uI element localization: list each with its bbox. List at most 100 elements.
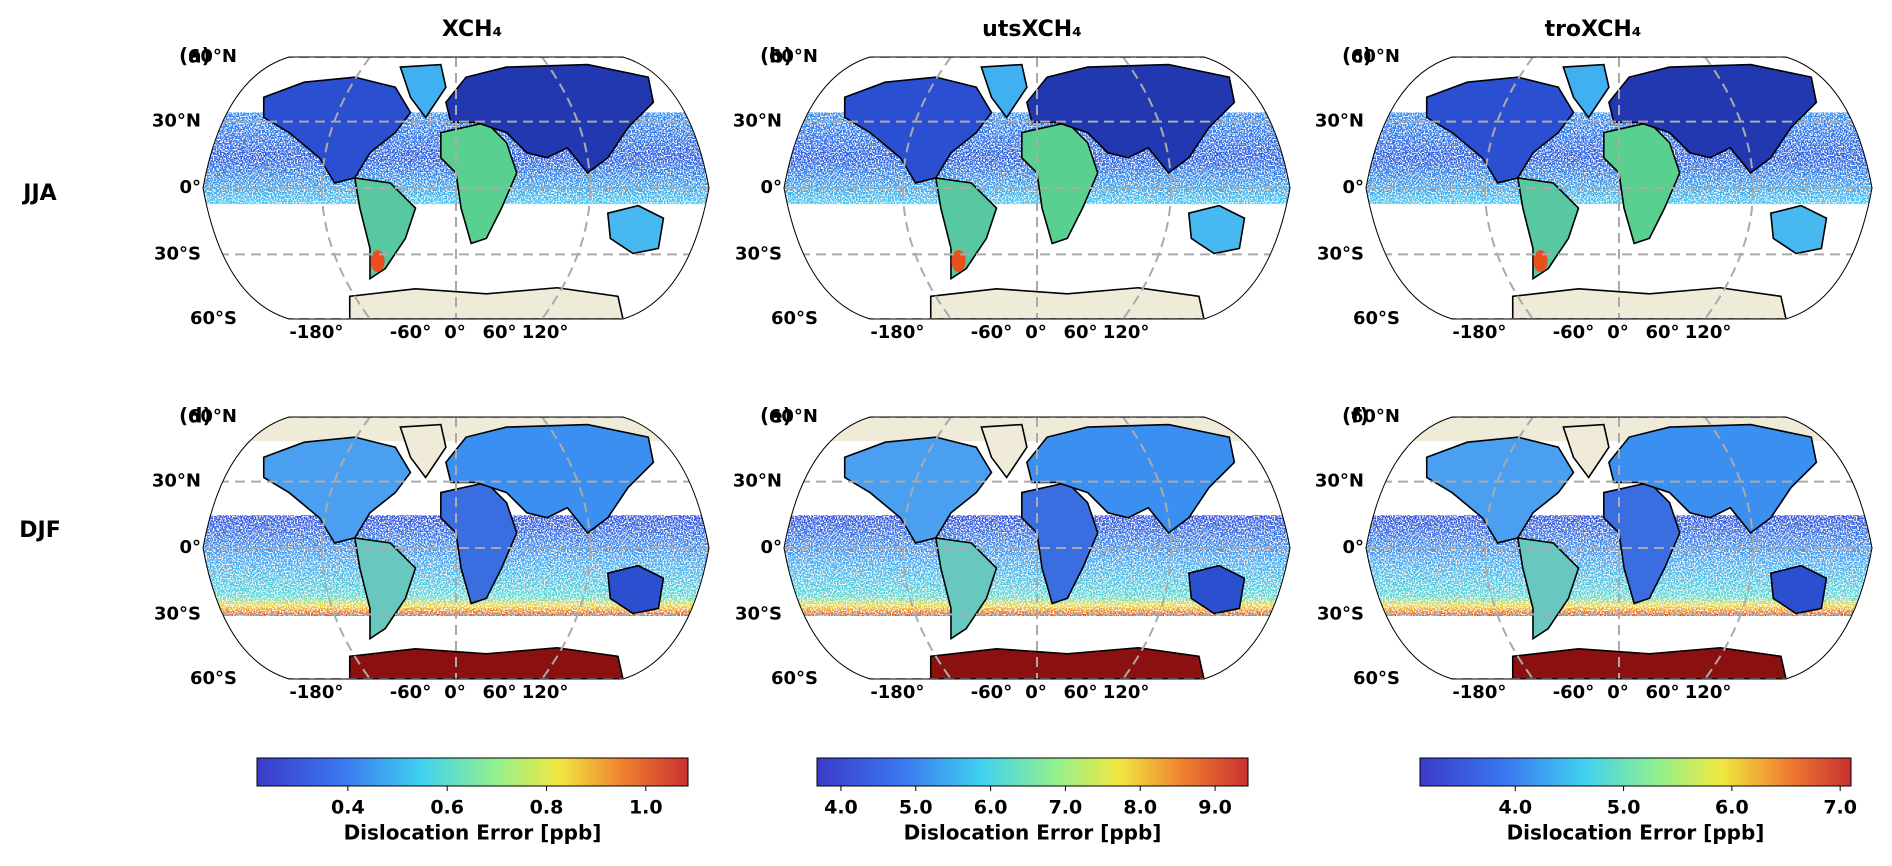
column-title: XCH₄ [442, 17, 502, 42]
lon-label: -60° [971, 322, 1013, 343]
land-an [931, 288, 1204, 320]
lat-label: 0° [1342, 537, 1364, 558]
map-content [784, 57, 1290, 320]
lon-grid-line [1705, 57, 1753, 319]
lat-label: 60°N [769, 406, 818, 427]
land-na [1427, 437, 1574, 543]
colorbar-tick-label: 0.8 [530, 797, 564, 819]
map-frame [784, 57, 1290, 319]
lon-label: -180° [289, 682, 343, 703]
column-title: troXCH₄ [1545, 17, 1642, 42]
lon-label: 120° [1685, 322, 1732, 343]
lat-label: 30°N [152, 111, 201, 132]
lat-label: 30°N [733, 111, 782, 132]
lat-label: 60°S [1353, 668, 1400, 689]
hotspot [370, 249, 385, 273]
colorbar-label: Dislocation Error [ppb] [344, 821, 602, 845]
lat-label: 30°S [735, 243, 782, 264]
land-au [608, 206, 664, 254]
lat-label: 30°S [154, 243, 201, 264]
land-an [1513, 648, 1786, 680]
land-an [350, 288, 623, 320]
lon-label: 60° [1645, 322, 1679, 343]
lon-label: 60° [1063, 322, 1097, 343]
colorbar [1419, 757, 1852, 787]
lon-label: 120° [522, 322, 569, 343]
lat-label: 0° [179, 537, 201, 558]
lon-label: -180° [870, 322, 924, 343]
land-an [931, 648, 1204, 680]
colorbar-tick-label: 6.0 [1715, 797, 1749, 819]
land-af [441, 483, 517, 604]
map-panel [203, 57, 709, 319]
colorbar-tick-label: 5.0 [1607, 797, 1641, 819]
lon-label: 0° [1025, 322, 1047, 343]
lon-label: -60° [1553, 682, 1595, 703]
land-na [264, 77, 411, 183]
lat-label: 0° [1342, 177, 1364, 198]
colorbar-tick-label: 9.0 [1198, 797, 1232, 819]
land-af [1022, 483, 1098, 604]
lat-label: 0° [760, 177, 782, 198]
lat-label: 30°N [1315, 111, 1364, 132]
land-na [845, 437, 992, 543]
lon-label: -180° [1452, 682, 1506, 703]
lon-label: 120° [1685, 682, 1732, 703]
land-gl [981, 65, 1027, 118]
lon-label: 0° [1607, 322, 1629, 343]
lon-grid-line [542, 417, 590, 679]
map-content [203, 57, 709, 320]
lon-grid-line [1123, 417, 1171, 679]
lon-grid-line [903, 417, 951, 679]
colorbar-tick-label: 8.0 [1123, 797, 1157, 819]
lat-label: 60°S [771, 668, 818, 689]
lat-label: 60°N [188, 46, 237, 67]
lon-grid-line [1485, 417, 1533, 679]
lat-label: 60°N [188, 406, 237, 427]
land-au [1771, 566, 1827, 614]
colorbar-tick-label: 0.6 [430, 797, 464, 819]
land-au [608, 566, 664, 614]
colorbar-tick-label: 7.0 [1823, 797, 1857, 819]
map-frame [784, 417, 1290, 679]
lat-label: 30°S [154, 603, 201, 624]
lon-label: 60° [1063, 682, 1097, 703]
panel-label: (d) [179, 404, 212, 428]
row-label: DJF [19, 518, 60, 543]
lon-label: -60° [1553, 322, 1595, 343]
map-panel [1366, 417, 1872, 679]
land-gl [400, 425, 446, 478]
colorbar-label: Dislocation Error [ppb] [904, 821, 1162, 845]
lon-label: 120° [1103, 322, 1150, 343]
land-af [441, 123, 517, 244]
map-content [203, 417, 709, 680]
lon-label: 0° [1025, 682, 1047, 703]
lat-label: 30°N [1315, 471, 1364, 492]
land-af [1022, 123, 1098, 244]
colorbar-label: Dislocation Error [ppb] [1507, 821, 1765, 845]
hotspot [1533, 249, 1548, 273]
colorbar-tick-label: 4.0 [1498, 797, 1532, 819]
lon-label: -180° [289, 322, 343, 343]
colorbar-tick-label: 4.0 [824, 797, 858, 819]
lat-label: 60°S [190, 308, 237, 329]
colorbar [816, 757, 1249, 787]
panel-label: (a) [179, 44, 211, 68]
colorbar-tick-label: 6.0 [974, 797, 1008, 819]
land-gl [400, 65, 446, 118]
lat-label: 30°N [152, 471, 201, 492]
map-content [1366, 57, 1872, 320]
lon-grid-line [542, 57, 590, 319]
map-frame [1366, 57, 1872, 319]
lat-label: 60°S [1353, 308, 1400, 329]
land-af [1604, 483, 1680, 604]
lat-label: 60°N [1351, 46, 1400, 67]
column-title: utsXCH₄ [982, 17, 1082, 42]
lat-label: 60°N [769, 46, 818, 67]
lon-label: 120° [522, 682, 569, 703]
lat-label: 60°N [1351, 406, 1400, 427]
colorbar-tick-label: 5.0 [899, 797, 933, 819]
land-an [1513, 288, 1786, 320]
colorbar-tick-label: 7.0 [1049, 797, 1083, 819]
